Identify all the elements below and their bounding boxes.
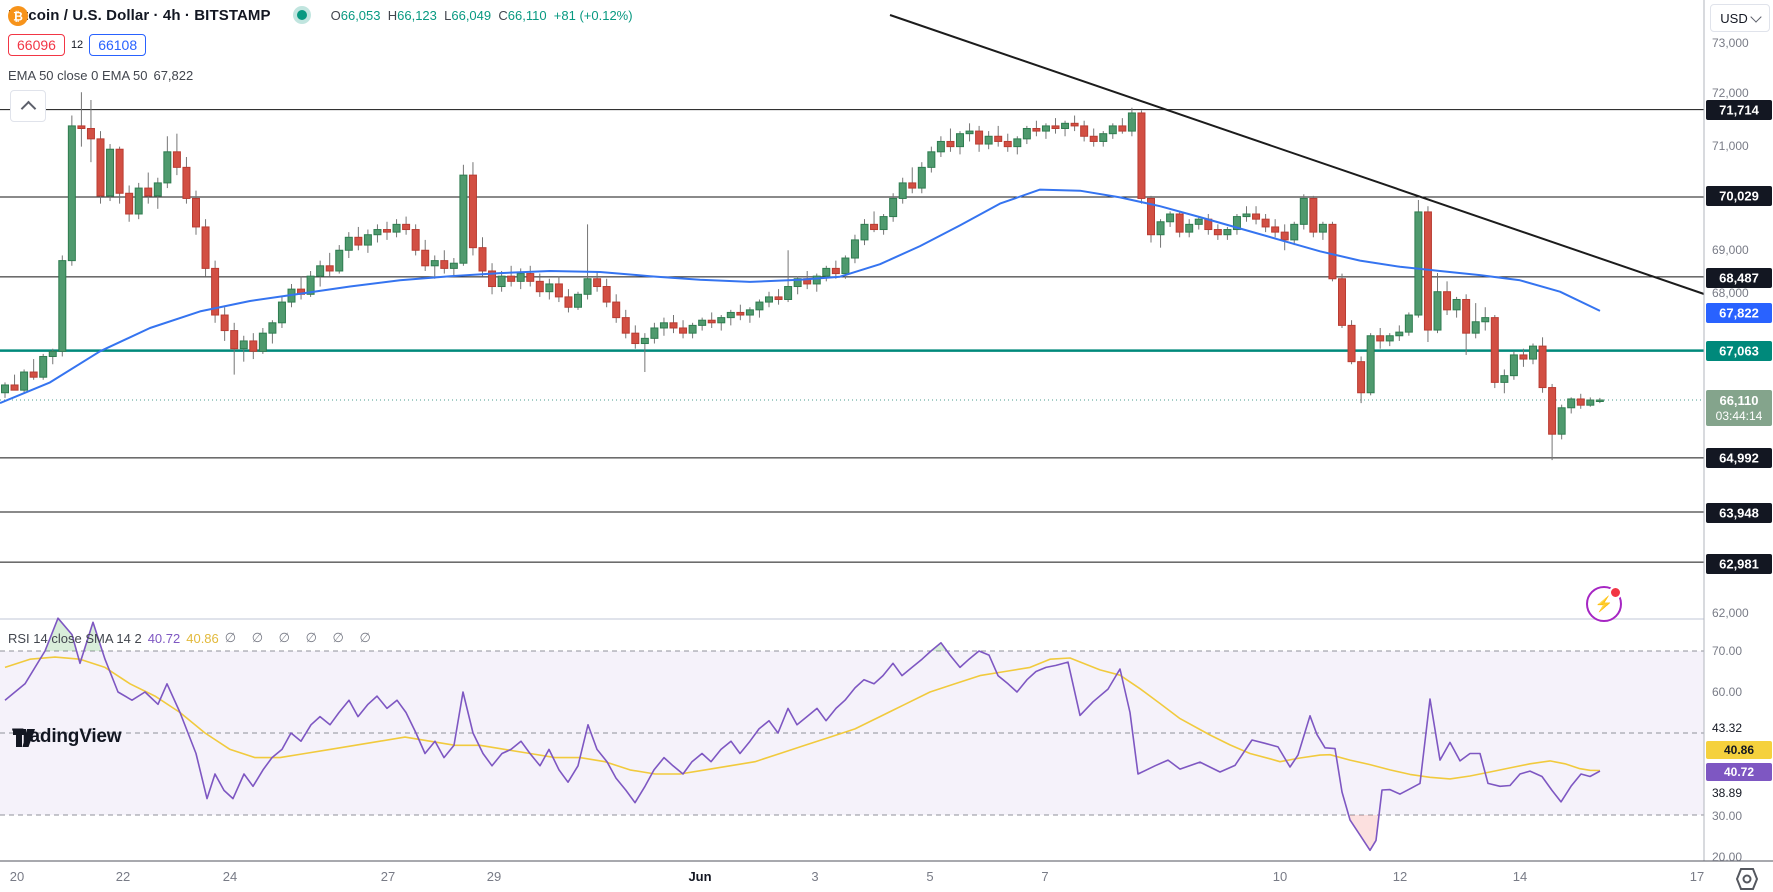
- svg-text:71,714: 71,714: [1719, 103, 1760, 118]
- rsi-line: [4, 617, 1601, 852]
- svg-text:Jun: Jun: [688, 869, 711, 884]
- svg-text:7: 7: [1041, 869, 1048, 884]
- price-badge: [1706, 100, 1772, 120]
- svg-text:70,029: 70,029: [1719, 189, 1759, 204]
- svg-text:17: 17: [1690, 869, 1704, 884]
- price-badge: [1706, 503, 1772, 523]
- rsi-badge: [1706, 763, 1772, 781]
- svg-text:72,000: 72,000: [1712, 86, 1749, 100]
- svg-text:67,063: 67,063: [1719, 344, 1759, 359]
- candlestick-series: [1, 92, 1604, 461]
- rsi-empty-values: ∅ ∅ ∅ ∅ ∅ ∅: [224, 630, 377, 645]
- svg-text:3: 3: [811, 869, 818, 884]
- price-badge: [1706, 554, 1772, 574]
- price-change: +81 (+0.12%): [553, 7, 633, 23]
- rsi-value: 40.72: [147, 630, 181, 646]
- svg-text:20: 20: [10, 869, 24, 884]
- svg-text:69,000: 69,000: [1712, 243, 1749, 257]
- svg-text:71,000: 71,000: [1712, 139, 1749, 153]
- currency-label: USD: [1720, 10, 1748, 26]
- chevron-up-icon: [20, 100, 36, 116]
- svg-text:22: 22: [116, 869, 130, 884]
- svg-text:68,487: 68,487: [1719, 271, 1759, 286]
- svg-text:66,110: 66,110: [1719, 393, 1758, 408]
- svg-text:29: 29: [487, 869, 501, 884]
- price-badge: [1706, 186, 1772, 206]
- spread-value: 12: [70, 39, 84, 51]
- price-badge: [1706, 268, 1772, 288]
- axis-settings-icon[interactable]: [1733, 866, 1761, 892]
- price-badge: [1706, 341, 1772, 361]
- price-pane: [0, 14, 1705, 563]
- svg-text:27: 27: [381, 869, 395, 884]
- ema-legend-value: 67,822: [153, 68, 194, 83]
- symbol-title[interactable]: Bitcoin / U.S. Dollar · 4h · BITSTAMP: [8, 6, 271, 24]
- svg-text:₿: ₿: [13, 10, 23, 24]
- svg-text:40.72: 40.72: [1724, 765, 1754, 779]
- symbol-header: ₿ Bitcoin / U.S. Dollar · 4h · BITSTAMP …: [8, 6, 633, 26]
- currency-selector[interactable]: USD: [1710, 4, 1770, 32]
- svg-text:03:44:14: 03:44:14: [1716, 409, 1763, 423]
- tradingview-logo-icon: [13, 729, 35, 747]
- svg-text:64,992: 64,992: [1719, 451, 1759, 466]
- collapse-pane-button[interactable]: [10, 90, 46, 122]
- ohlc-values: O66,053 H66,123 L66,049 C66,110 +81 (+0.…: [330, 7, 633, 23]
- flash-order-button[interactable]: ⚡: [1586, 586, 1622, 622]
- last-price-countdown-badge: [1706, 390, 1772, 426]
- descending-trendline: [889, 14, 1705, 295]
- price-badge: [1706, 448, 1772, 468]
- buy-button[interactable]: 66108: [89, 34, 147, 56]
- quote-row: 66096 12 66108: [8, 34, 147, 56]
- chevron-down-icon: [1750, 10, 1762, 23]
- svg-text:60.00: 60.00: [1712, 685, 1742, 699]
- ema50-line: [0, 188, 1601, 405]
- sell-button[interactable]: 66096: [8, 34, 65, 56]
- rsi-badge: [1706, 741, 1772, 759]
- svg-text:5: 5: [926, 869, 933, 884]
- svg-text:20.00: 20.00: [1712, 850, 1742, 864]
- price-badge: [1706, 303, 1772, 323]
- svg-text:12: 12: [1393, 869, 1407, 884]
- lightning-icon: ⚡: [1594, 596, 1614, 613]
- market-open-icon[interactable]: [292, 6, 311, 24]
- rsi-pane: [0, 617, 1704, 852]
- svg-text:67,822: 67,822: [1719, 306, 1759, 321]
- rsi-legend-label: RSI 14 close SMA 14 2: [8, 630, 142, 646]
- svg-text:68,000: 68,000: [1712, 286, 1749, 300]
- ema-legend-label: EMA 50 close 0 EMA 50: [8, 68, 148, 83]
- svg-text:73,000: 73,000: [1712, 36, 1749, 50]
- tradingview-logo[interactable]: TradingView: [12, 726, 122, 748]
- notification-dot: [1609, 586, 1622, 599]
- svg-text:10: 10: [1273, 869, 1287, 884]
- svg-text:30.00: 30.00: [1712, 809, 1742, 823]
- svg-text:62,981: 62,981: [1719, 557, 1759, 572]
- tradingview-logo-text: TradingView: [12, 726, 122, 747]
- svg-text:24: 24: [223, 869, 237, 884]
- svg-text:70.00: 70.00: [1712, 644, 1742, 658]
- bitcoin-icon: ₿: [8, 6, 28, 26]
- svg-text:43.32: 43.32: [1712, 721, 1742, 735]
- rsi-sma-value: 40.86: [186, 630, 219, 646]
- ema-legend[interactable]: EMA 50 close 0 EMA 50 67,822: [8, 68, 193, 83]
- svg-text:40.86: 40.86: [1724, 743, 1754, 757]
- rsi-sma-line: [4, 656, 1601, 780]
- svg-text:62,000: 62,000: [1712, 606, 1749, 620]
- svg-text:63,948: 63,948: [1719, 506, 1759, 521]
- svg-text:14: 14: [1513, 869, 1527, 884]
- svg-text:38.89: 38.89: [1712, 786, 1742, 800]
- rsi-legend[interactable]: RSI 14 close SMA 14 2 40.72 40.86 ∅ ∅ ∅ …: [8, 630, 377, 646]
